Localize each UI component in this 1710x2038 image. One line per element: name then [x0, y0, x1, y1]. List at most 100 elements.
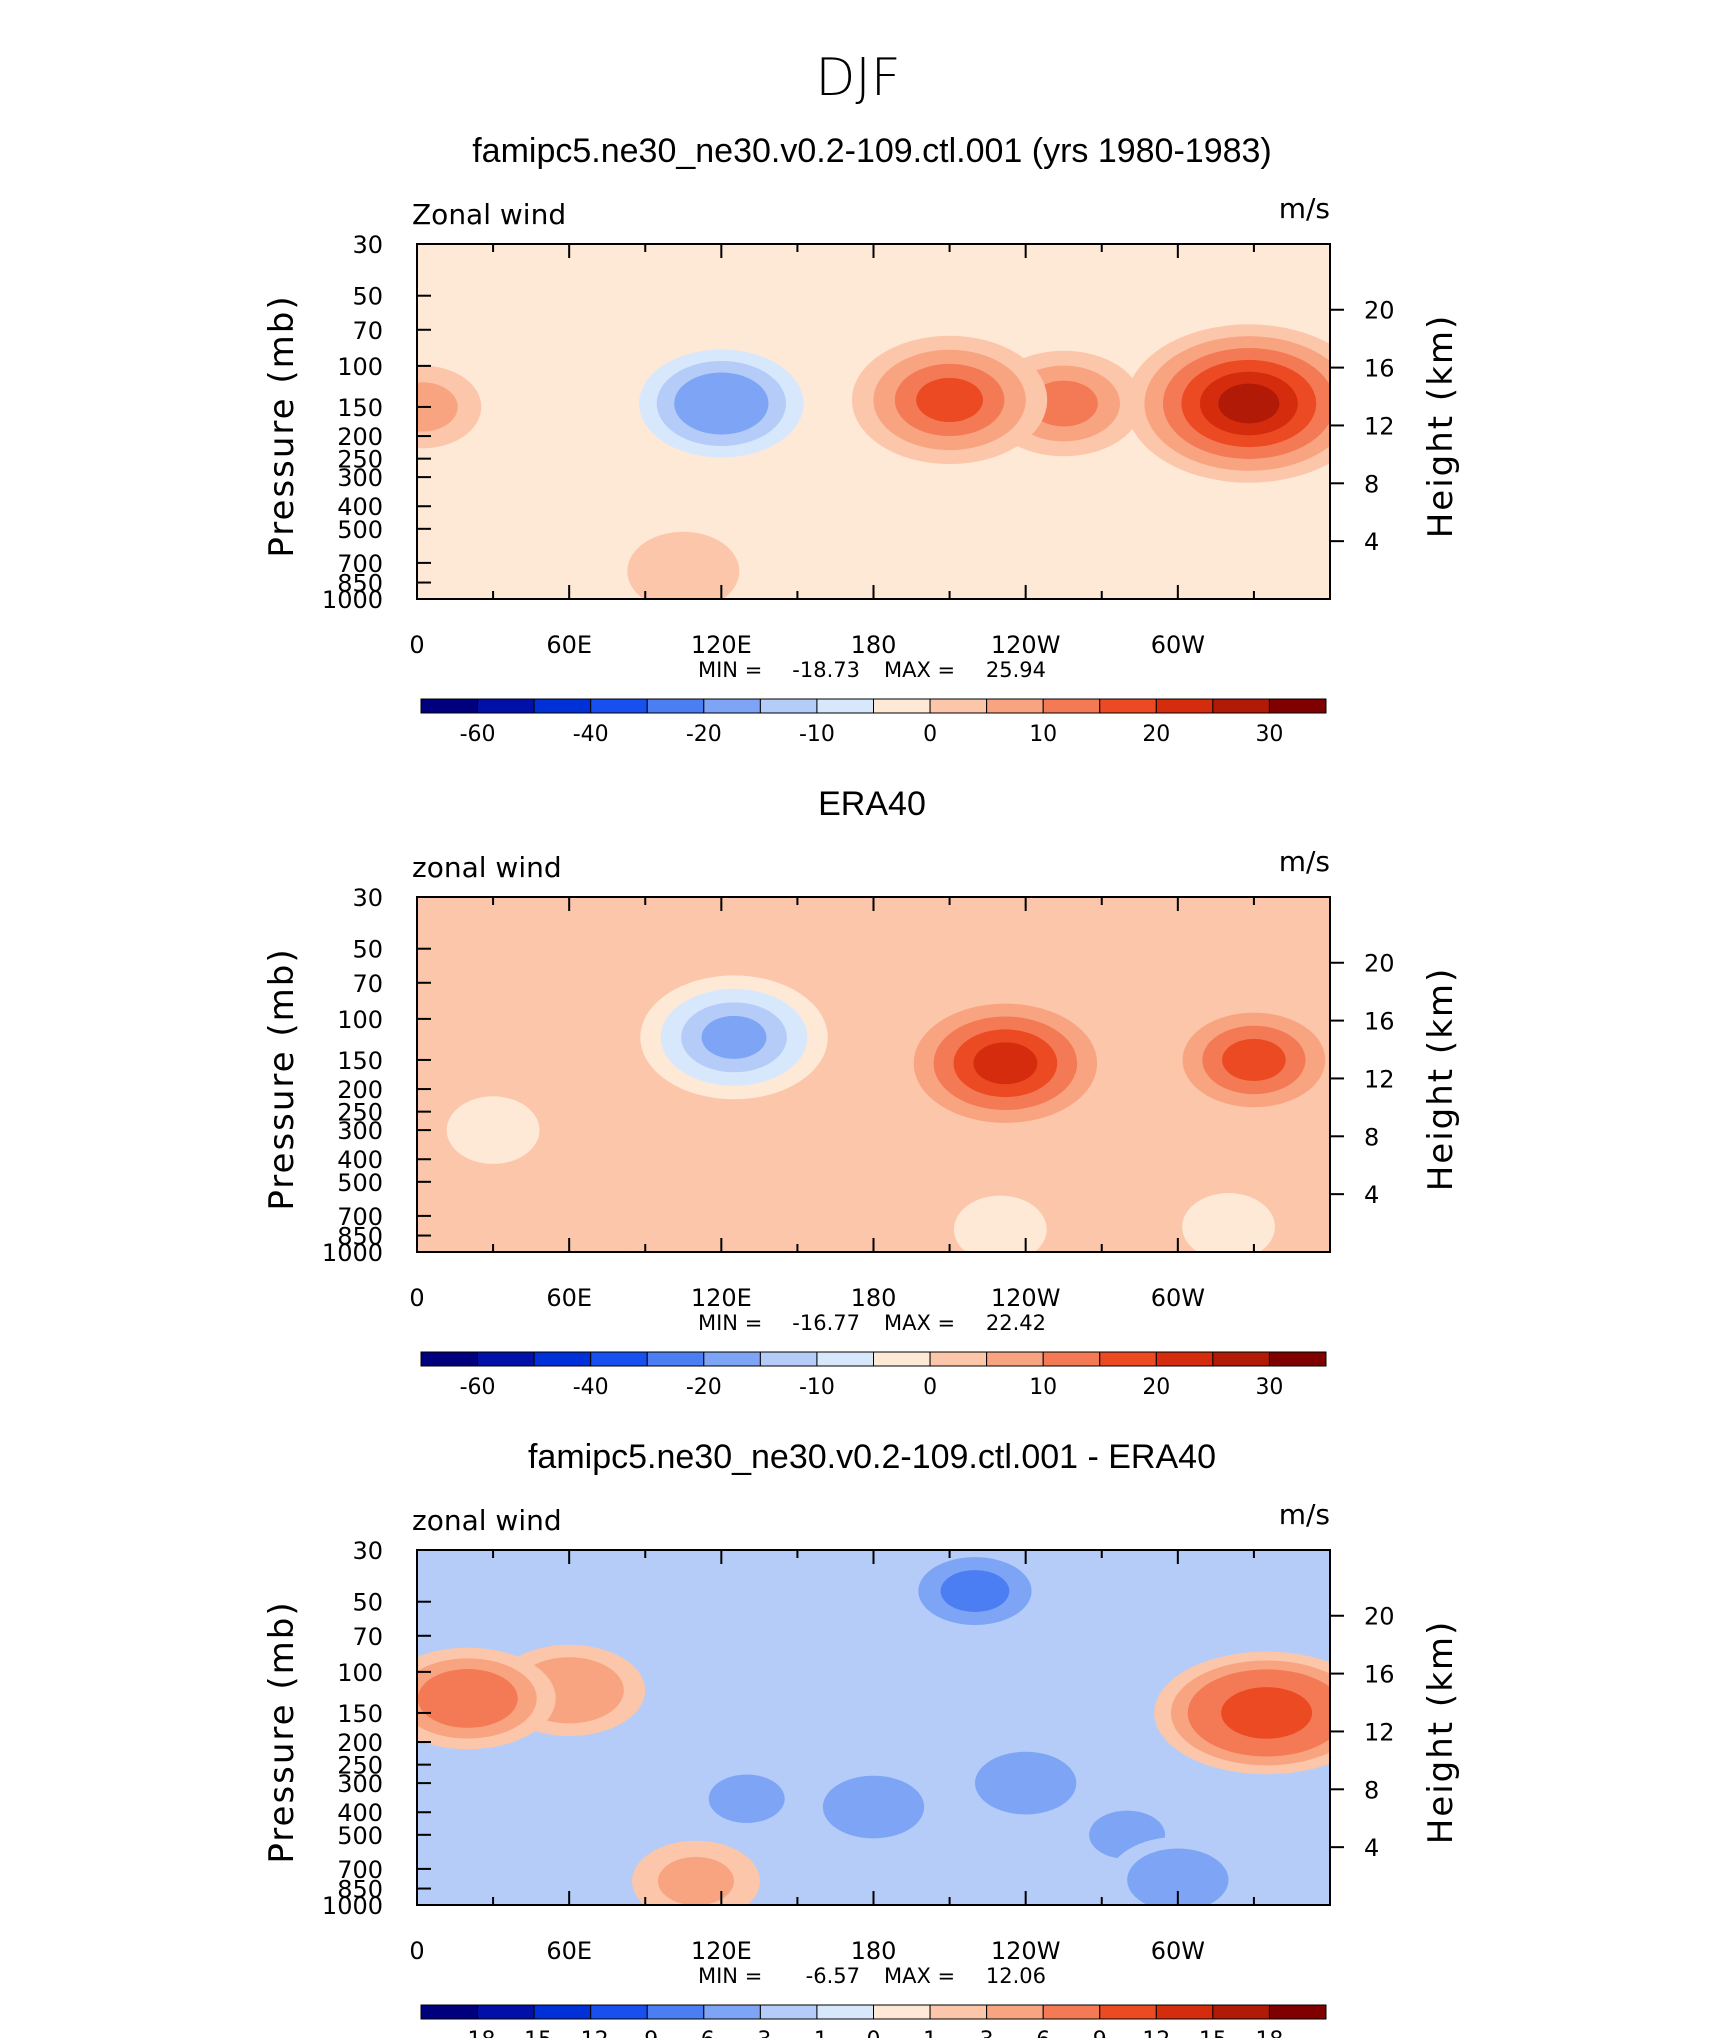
colorbar-box — [1099, 698, 1157, 714]
colorbar-box — [590, 1351, 648, 1367]
y-tick-label: 150 — [337, 1047, 383, 1075]
y-tick-label: 250 — [337, 1099, 383, 1127]
contour-fill — [446, 897, 1330, 1252]
y-tick-label-right: 8 — [1364, 470, 1379, 498]
y-tick-label: 30 — [352, 884, 383, 912]
colorbar-box — [1268, 698, 1327, 714]
y-tick-label: 850 — [337, 1223, 383, 1251]
x-tick-label: 180 — [851, 1937, 897, 1965]
contour-band — [674, 897, 768, 960]
y-tick-label: 250 — [337, 1752, 383, 1780]
colorbar-label: -15 — [516, 2028, 552, 2038]
contour-band — [1222, 1038, 1286, 1082]
panel-title: famipc5.ne30_ne30.v0.2-109.ctl.001 - ERA… — [528, 1438, 1216, 1476]
max-value: 22.42 — [986, 1311, 1046, 1335]
colorbar-box — [1099, 1351, 1157, 1367]
colorbar-label: -20 — [686, 1375, 722, 1400]
colorbar-label: 10 — [1029, 1375, 1057, 1400]
colorbar: -18 -15 -12 -9 -6 -3 -1 0 1 3 6 9 12 15 18 — [420, 2004, 1327, 2038]
colorbar-box — [873, 2004, 931, 2020]
y-tick-label: 250 — [337, 446, 383, 474]
y-tick-label-right: 20 — [1364, 297, 1395, 325]
contour-band — [994, 1763, 1057, 1803]
contour-band — [657, 1856, 734, 1905]
colorbar-label: 12 — [1142, 2028, 1170, 2038]
panel-model: famipc5.ne30_ne30.v0.2-109.ctl.001 (yrs … — [262, 132, 1461, 747]
y-tick-label: 700 — [337, 550, 383, 578]
min-value: -18.73 — [792, 658, 860, 682]
y-tick-label: 150 — [337, 394, 383, 422]
colorbar-box — [420, 698, 479, 714]
colorbar-box — [929, 1351, 988, 1367]
x-tick-label: 180 — [851, 1284, 897, 1312]
contour-band — [820, 247, 927, 323]
colorbar: -60 -40 -20 -10 0 10 20 30 — [420, 1351, 1327, 1400]
contour-band — [691, 383, 751, 424]
variable-label: zonal wind — [412, 1504, 562, 1537]
colorbar-label: 10 — [1029, 722, 1057, 747]
max-label: MAX = — [884, 1964, 955, 1988]
panel-title: famipc5.ne30_ne30.v0.2-109.ctl.001 (yrs … — [472, 132, 1272, 170]
units-label: m/s — [1279, 845, 1330, 878]
y-tick-label: 100 — [337, 1006, 383, 1034]
colorbar: -60 -40 -20 -10 0 10 20 30 — [420, 698, 1327, 747]
colorbar-label: -20 — [686, 722, 722, 747]
contour-band — [842, 1787, 905, 1827]
colorbar-box — [590, 2004, 648, 2020]
y-tick-label-right: 4 — [1364, 528, 1379, 556]
min-label: MIN = — [698, 658, 762, 682]
colorbar-box — [646, 698, 705, 714]
contour-band — [1029, 380, 1098, 427]
y-axis-label-right: Height (km) — [1421, 1620, 1461, 1845]
y-tick-label: 150 — [337, 1700, 383, 1728]
panel-difference: famipc5.ne30_ne30.v0.2-109.ctl.001 - ERA… — [262, 1438, 1461, 2038]
contour-band — [427, 468, 534, 544]
colorbar-label: 30 — [1255, 1375, 1283, 1400]
axes: 0 60E 120E 180 120W 60W3050701001502002503004… — [322, 1537, 1395, 1965]
colorbar-label: 30 — [1255, 722, 1283, 747]
x-tick-label: 120W — [991, 1937, 1061, 1965]
colorbar-box — [646, 1351, 705, 1367]
y-tick-label-right: 16 — [1364, 1661, 1395, 1689]
contour-band — [649, 547, 718, 595]
colorbar-label: 9 — [1093, 2028, 1107, 2038]
colorbar-label: 6 — [1036, 2028, 1050, 2038]
colorbar-label: -40 — [573, 1375, 609, 1400]
x-tick-label: 120W — [991, 631, 1061, 659]
colorbar-label: 20 — [1142, 1375, 1170, 1400]
colorbar-box — [477, 698, 535, 714]
colorbar-box — [929, 698, 988, 714]
y-tick-label-right: 20 — [1364, 950, 1395, 978]
colorbar-box — [533, 1351, 592, 1367]
colorbar-label: -60 — [460, 722, 496, 747]
y-tick-label: 500 — [337, 1822, 383, 1850]
y-tick-label: 100 — [337, 353, 383, 381]
y-tick-label-right: 8 — [1364, 1123, 1379, 1151]
y-tick-label: 300 — [337, 464, 383, 492]
contour-band — [446, 1096, 540, 1164]
colorbar-label: 20 — [1142, 722, 1170, 747]
contour-fill — [417, 247, 1330, 599]
x-tick-label: 120E — [691, 631, 752, 659]
y-tick-label-right: 16 — [1364, 1008, 1395, 1036]
colorbar-box — [1212, 698, 1270, 714]
colorbar-box — [873, 698, 931, 714]
colorbar-box — [1042, 2004, 1101, 2020]
contour-band — [1128, 534, 1228, 599]
y-tick-label: 500 — [337, 516, 383, 544]
colorbar-box — [816, 2004, 874, 2020]
axes: 0 60E 120E 180 120W 60W3050701001502002503004… — [322, 231, 1395, 659]
max-label: MAX = — [884, 658, 955, 682]
axes: 0 60E 120E 180 120W 60W3050701001502002503004… — [322, 884, 1395, 1312]
min-value: -6.57 — [806, 1964, 860, 1988]
contour-band — [701, 1015, 767, 1059]
colorbar-label: -6 — [693, 2028, 715, 2038]
colorbar-label: -10 — [799, 1375, 835, 1400]
contour-band — [417, 382, 458, 432]
y-tick-label: 200 — [337, 1076, 383, 1104]
colorbar-box — [420, 2004, 479, 2020]
min-value: -16.77 — [792, 1311, 860, 1335]
y-tick-label-right: 12 — [1364, 412, 1395, 440]
colorbar-box — [986, 698, 1044, 714]
y-tick-label-right: 4 — [1364, 1181, 1379, 1209]
